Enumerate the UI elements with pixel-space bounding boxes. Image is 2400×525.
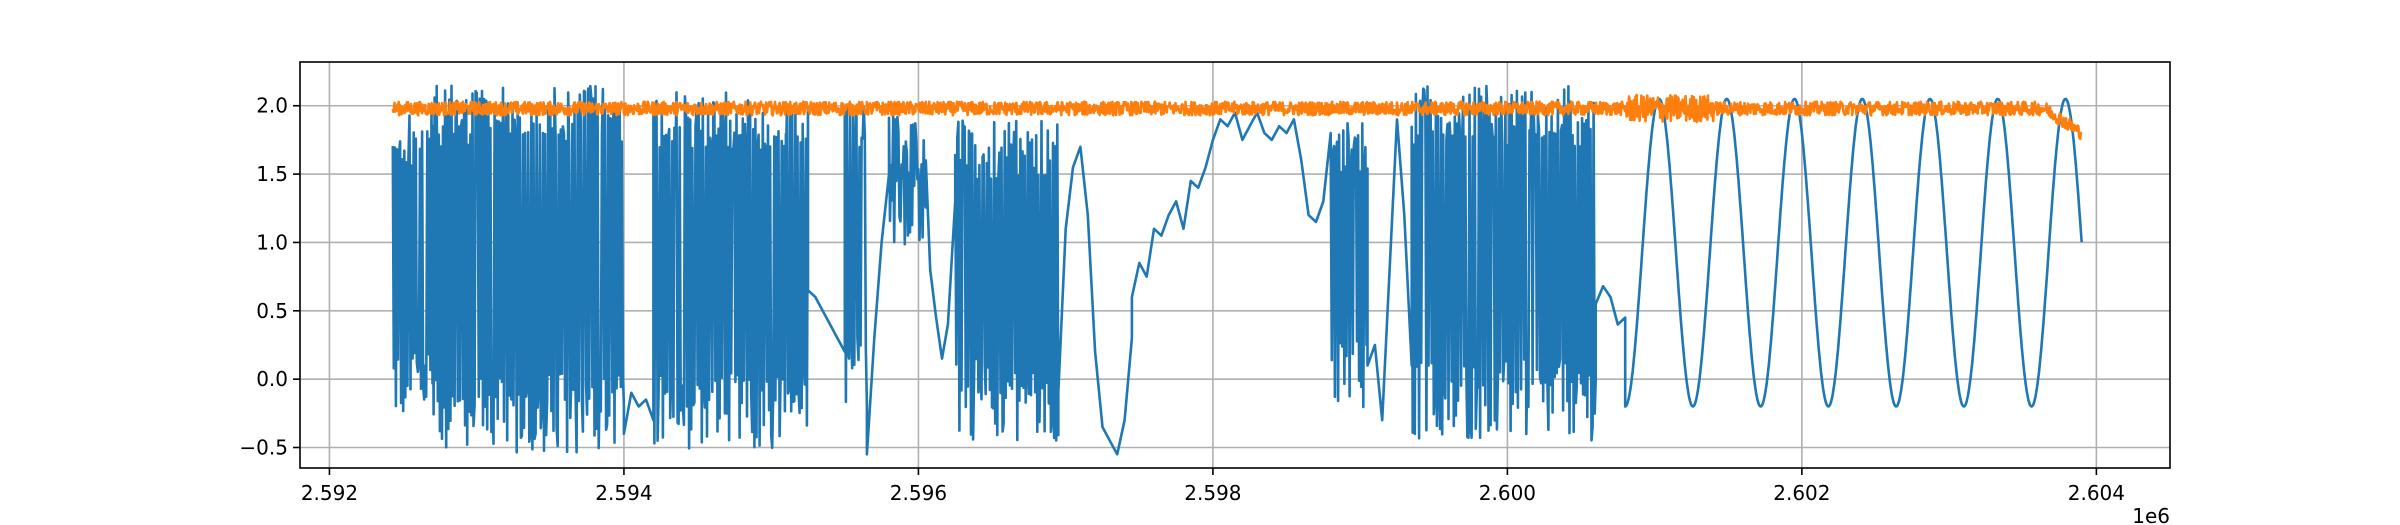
- x-tick-label: 2.600: [1479, 481, 1536, 505]
- x-axis-offset-label: 1e6: [2132, 504, 2170, 525]
- y-tick-label: −0.5: [239, 435, 288, 459]
- y-tick-label: 0.0: [256, 367, 288, 391]
- y-tick-label: 1.0: [256, 230, 288, 254]
- x-tick-label: 2.602: [1773, 481, 1830, 505]
- y-tick-label: 1.5: [256, 162, 288, 186]
- series-layer: [391, 84, 2083, 456]
- x-tick-label: 2.594: [595, 481, 652, 505]
- y-tick-label: 2.0: [256, 94, 288, 118]
- plot-frame: [299, 61, 2171, 469]
- x-tick-label: 2.596: [890, 481, 947, 505]
- y-tick-label: 0.5: [256, 299, 288, 323]
- x-tick-label: 2.598: [1184, 481, 1241, 505]
- x-tick-label: 2.604: [2068, 481, 2125, 505]
- series-line-orange: [391, 93, 2083, 141]
- x-tick-label: 2.592: [301, 481, 358, 505]
- series-line-blue: [391, 84, 2083, 456]
- axis-ticks: 2.592 2.594 2.596 2.598 2.600 2.602 2.604 −0.5 0…: [239, 94, 2125, 505]
